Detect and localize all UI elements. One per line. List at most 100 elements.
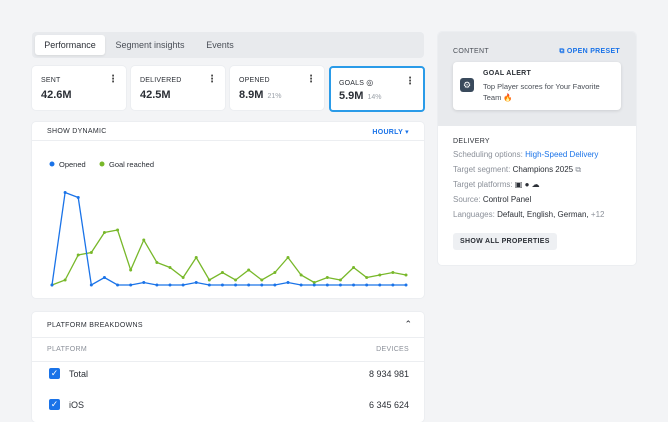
data-point: [155, 261, 159, 264]
collapse-icon[interactable]: ⌃: [404, 319, 412, 329]
property-label: Source:: [453, 195, 481, 204]
data-point: [325, 276, 329, 279]
stat-value: 8.9M 21%: [239, 89, 281, 101]
interval-label[interactable]: HOURLY: [372, 129, 403, 136]
data-point: [76, 196, 80, 199]
menu-icon[interactable]: ⋮: [108, 74, 118, 85]
platform-name: iOS: [69, 400, 85, 410]
data-point: [404, 283, 408, 287]
stat-percent: 21%: [267, 93, 282, 100]
platform-name: Total: [69, 369, 89, 379]
data-point: [116, 283, 120, 287]
data-point: [352, 266, 356, 269]
show-all-button[interactable]: SHOW ALL PROPERTIES: [453, 233, 557, 250]
stat-card[interactable]: DELIVERED ⋮ 42.5M: [131, 66, 225, 110]
data-point: [194, 281, 198, 284]
property-label: Languages:: [453, 210, 495, 219]
data-point: [365, 276, 369, 279]
data-point: [312, 283, 316, 287]
stat-card[interactable]: SENT ⋮ 42.6M: [32, 66, 126, 110]
data-point: [273, 271, 277, 274]
property-value[interactable]: High-Speed Delivery: [525, 150, 599, 159]
legend-swatch: [49, 161, 55, 167]
data-point: [220, 271, 224, 274]
data-point: [378, 273, 382, 277]
data-point: [142, 281, 146, 284]
data-point: [234, 283, 238, 287]
link-label[interactable]: OPEN PRESET: [566, 48, 620, 55]
data-point: [220, 283, 224, 287]
tab[interactable]: Events: [206, 40, 234, 50]
platform-icons: ▣ ● ☁: [514, 180, 540, 189]
stat-percent: 14%: [367, 94, 382, 101]
data-point: [247, 268, 251, 272]
app-icon: ⚙: [460, 78, 474, 92]
property-label: Target platforms:: [453, 180, 513, 189]
series-line: [51, 229, 407, 286]
checkbox[interactable]: ✓: [49, 368, 60, 379]
column-header: PLATFORM: [47, 346, 87, 353]
device-count: 6 345 624: [368, 400, 409, 410]
chart-title: SHOW DYNAMIC: [47, 128, 107, 135]
series-line: [51, 191, 406, 287]
data-point: [102, 276, 106, 279]
chart-card: SHOW DYNAMIC HOURLY ▾ Opened Goal reached: [32, 122, 424, 298]
alert-title: GOAL ALERT: [483, 70, 532, 77]
data-point: [168, 283, 172, 287]
menu-icon[interactable]: ⋮: [306, 74, 316, 85]
stat-value: 42.5M: [140, 89, 171, 101]
data-point: [378, 283, 382, 287]
stat-card-selected[interactable]: GOALS ◎ ⋮ 5.9M 14%: [329, 66, 425, 112]
data-point: [365, 283, 369, 287]
stat-label: SENT: [41, 77, 61, 84]
stat-number: 8.9M: [239, 89, 264, 101]
data-point: [286, 281, 290, 284]
tab[interactable]: Performance: [35, 35, 105, 55]
divider: [32, 140, 424, 141]
property-value: Champions 2025: [512, 165, 574, 174]
data-point: [234, 278, 238, 282]
data-point: [76, 253, 80, 257]
tab-bar: Performance Segment insights Events: [32, 32, 424, 58]
chart: Opened Goal reached: [49, 160, 408, 287]
data-point: [207, 283, 211, 287]
stat-value: 42.6M: [41, 89, 72, 101]
notification: ⚙ GOAL ALERT Top Player scores for Your …: [453, 62, 621, 110]
external-icon[interactable]: ⧉: [575, 165, 582, 174]
legend-label: Opened: [59, 160, 86, 169]
menu-icon[interactable]: ⋮: [207, 74, 217, 85]
data-point: [391, 283, 395, 287]
data-point: [312, 281, 316, 284]
data-point: [181, 276, 185, 279]
property: Target platforms: ▣ ● ☁: [453, 180, 540, 189]
menu-icon[interactable]: ⋮: [405, 76, 415, 87]
data-point: [260, 278, 264, 282]
data-point: [50, 283, 54, 287]
tab[interactable]: Segment insights: [115, 40, 185, 50]
property-label: Target segment:: [453, 165, 511, 174]
table-row: ✓ iOS 6 345 624: [32, 393, 424, 417]
goal-icon: ◎: [366, 78, 374, 87]
legend-swatch: [99, 161, 105, 167]
data-point: [352, 283, 356, 287]
device-count: 8 934 981: [368, 369, 409, 379]
open-preset-link[interactable]: ⧉ OPEN PRESET: [559, 48, 620, 55]
data-point: [391, 271, 395, 274]
platform-card: PLATFORM BREAKDOWNS ⌃ PLATFORM DEVICES ✓…: [32, 312, 424, 422]
property: Scheduling options: High-Speed Delivery: [453, 150, 598, 159]
interval-dropdown[interactable]: HOURLY ▾: [372, 129, 409, 136]
data-point: [155, 283, 159, 287]
data-point: [129, 268, 133, 272]
data-point: [338, 278, 342, 282]
data-point: [286, 256, 290, 259]
table-row: ✓ Total 8 934 981: [32, 361, 424, 386]
checkbox[interactable]: ✓: [49, 399, 60, 410]
section-title: PLATFORM BREAKDOWNS: [47, 322, 143, 329]
stat-card[interactable]: OPENED ⋮ 8.9M 21%: [230, 66, 324, 110]
data-point: [338, 283, 342, 287]
stat-label: DELIVERED: [140, 77, 182, 84]
stat-value: 5.9M 14%: [339, 90, 381, 102]
column-header: DEVICES: [376, 346, 409, 353]
stat-number: 5.9M: [339, 90, 364, 102]
data-point: [116, 228, 120, 232]
